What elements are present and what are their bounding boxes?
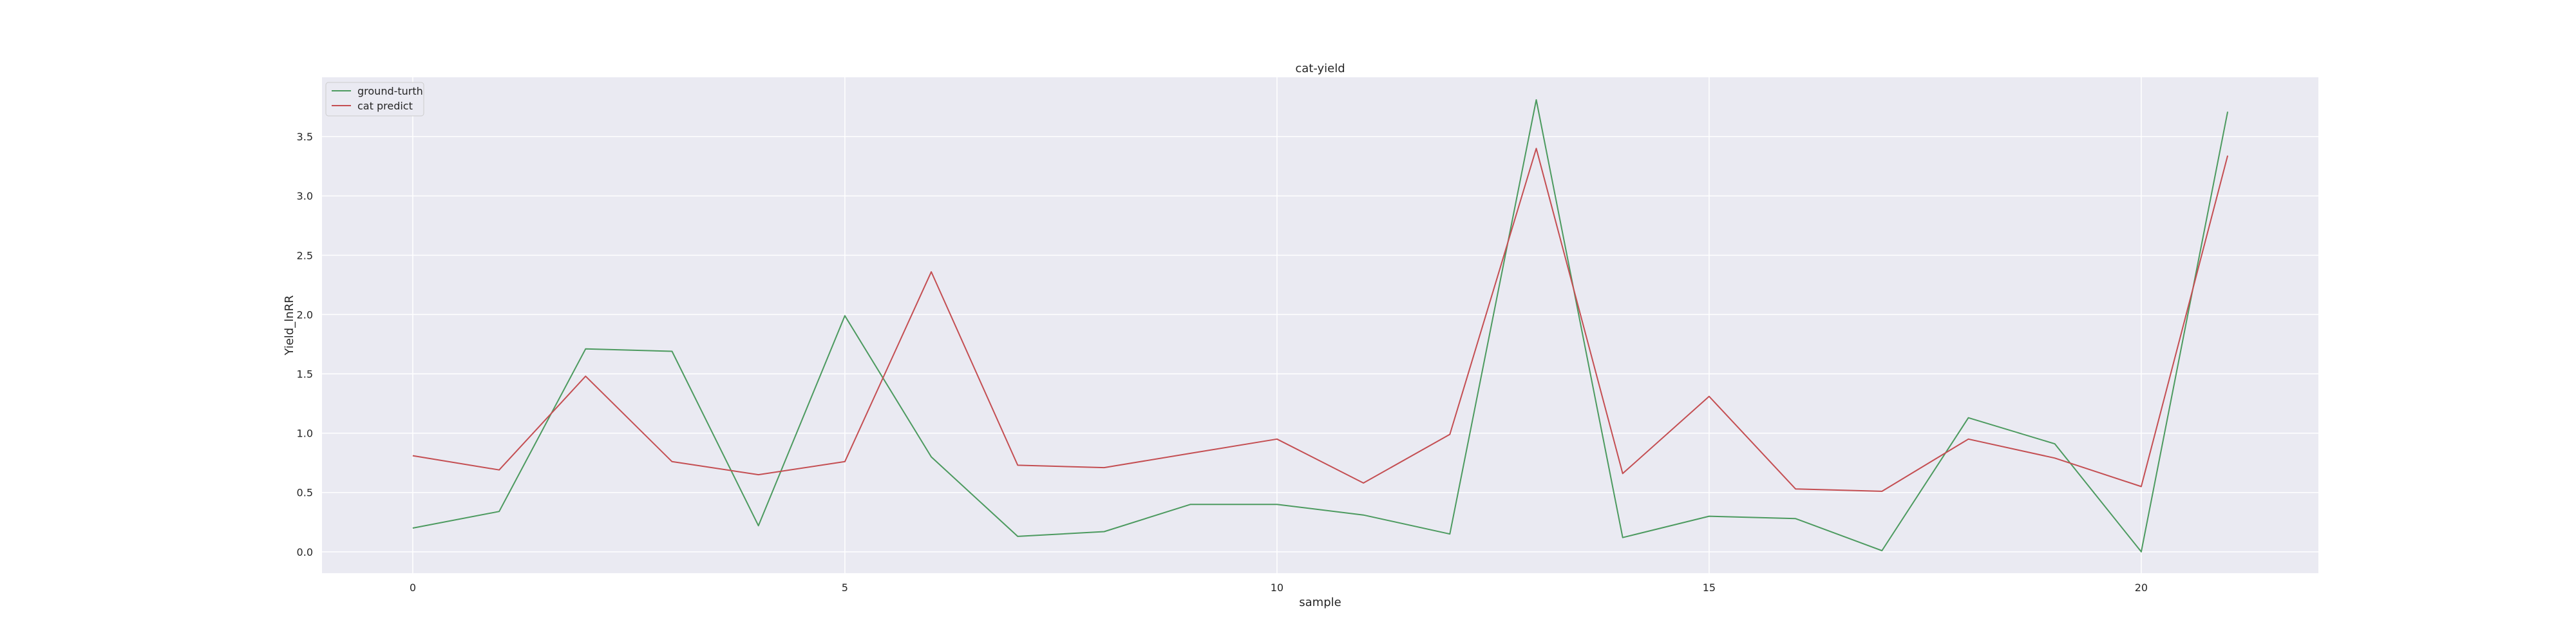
x-tick-label: 20 bbox=[2135, 582, 2148, 594]
y-tick-label: 0.5 bbox=[297, 487, 313, 499]
y-tick-label: 1.5 bbox=[297, 368, 313, 381]
legend: ground-turth cat predict bbox=[325, 82, 424, 117]
tick-layer: 0 5 10 15 20 0.0 0.5 1.0 1.5 2.0 2.5 3.0 3.5 bbox=[297, 131, 2148, 594]
legend-label-cat-predict: cat predict bbox=[357, 100, 413, 112]
series-line-ground-turth bbox=[412, 99, 2229, 553]
y-tick-label: 0.0 bbox=[297, 546, 313, 558]
series-layer bbox=[412, 99, 2229, 553]
y-tick-label: 2.0 bbox=[297, 308, 313, 321]
grid-layer bbox=[322, 77, 2318, 573]
y-tick-label: 3.5 bbox=[297, 131, 313, 143]
plot-background bbox=[322, 77, 2318, 573]
y-tick-label: 3.0 bbox=[297, 190, 313, 202]
y-axis-title: Yield_lnRR bbox=[283, 295, 296, 355]
y-tick-label: 1.0 bbox=[297, 428, 313, 440]
x-tick-label: 10 bbox=[1271, 582, 1283, 594]
series-line-cat-predict bbox=[412, 147, 2229, 492]
y-tick-label: 2.5 bbox=[297, 249, 313, 261]
x-tick-label: 5 bbox=[842, 582, 848, 594]
x-tick-label: 0 bbox=[410, 582, 416, 594]
x-axis-title: sample bbox=[1299, 596, 1341, 609]
x-tick-label: 15 bbox=[1703, 582, 1716, 594]
chart-title: cat-yield bbox=[1295, 62, 1345, 75]
legend-label-ground-turth: ground-turth bbox=[357, 85, 423, 97]
